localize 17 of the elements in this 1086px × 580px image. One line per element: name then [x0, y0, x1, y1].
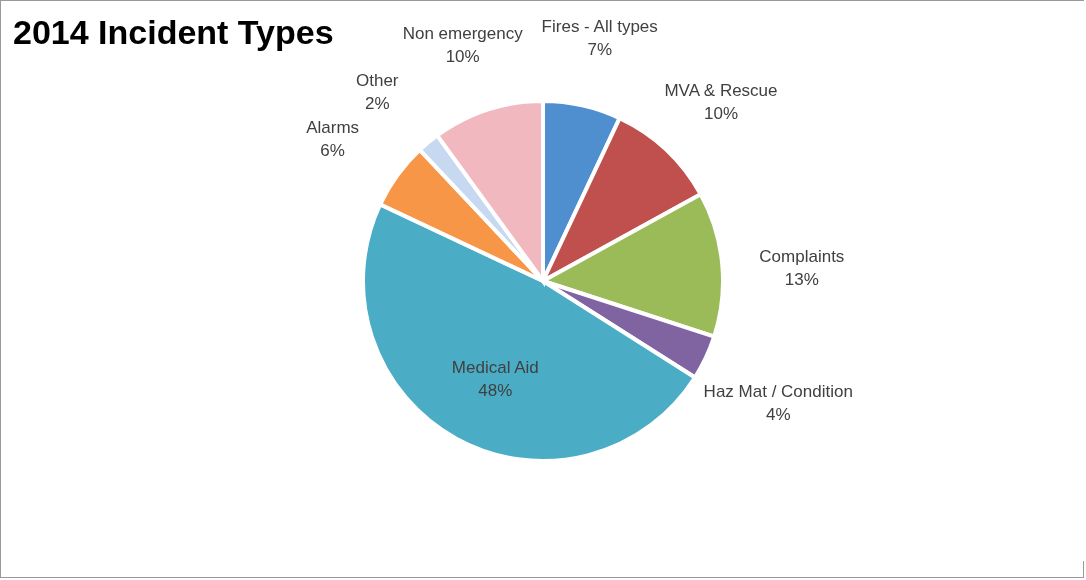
- slice-label: Other: [356, 70, 399, 90]
- slice-label: Haz Mat / Condition: [703, 381, 853, 401]
- data-label: 2%: [364, 93, 390, 113]
- data-label: 10%: [703, 104, 738, 124]
- data-label: 4%: [765, 404, 791, 424]
- slice-label: Alarms: [306, 118, 360, 138]
- slice-label: Medical Aid: [451, 357, 539, 377]
- data-label: 6%: [320, 141, 345, 161]
- data-label: 10%: [445, 46, 480, 66]
- slice-label: MVA & Rescue: [664, 81, 778, 101]
- data-label: 13%: [784, 269, 819, 289]
- slice-label: Non emergency: [402, 23, 524, 43]
- slice-label: Fires - All types: [541, 17, 658, 37]
- data-label: 48%: [478, 380, 513, 400]
- slice-label: Complaints: [759, 246, 845, 266]
- chart-title: 2014 Incident Types: [13, 13, 334, 51]
- data-label: 7%: [587, 40, 613, 60]
